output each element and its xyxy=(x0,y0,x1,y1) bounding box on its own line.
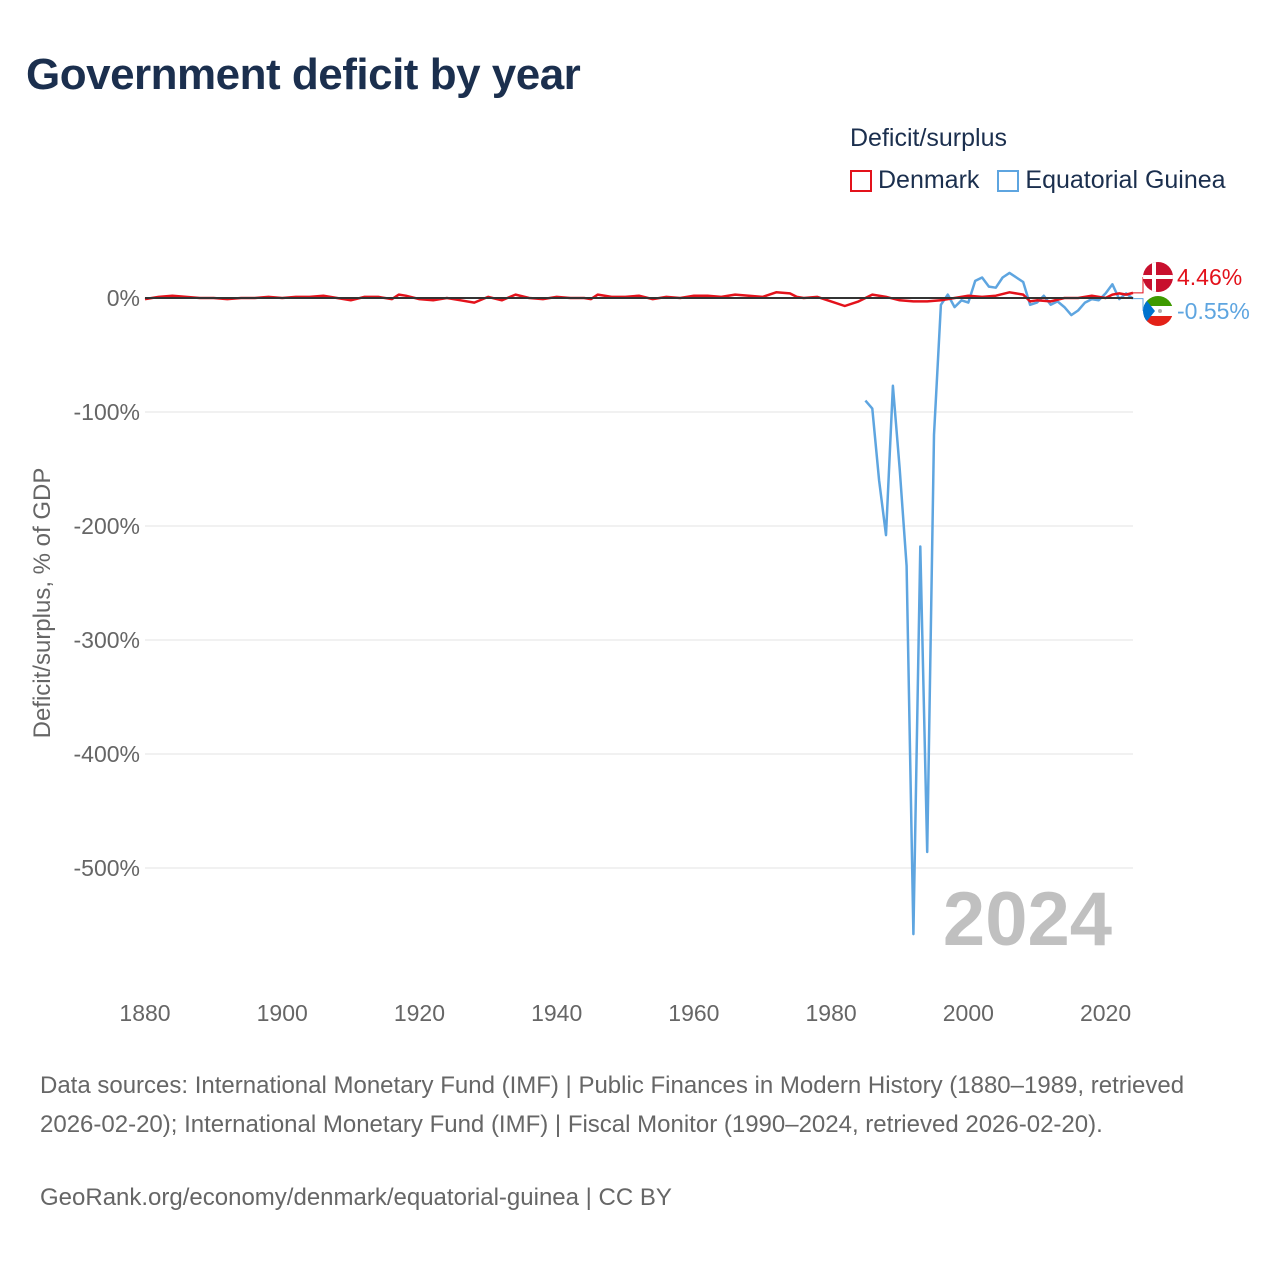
x-tick-label: 1980 xyxy=(806,1000,857,1026)
end-label-connector-denmark xyxy=(1133,277,1144,294)
flag-cross-h xyxy=(1143,275,1173,279)
legend-label-denmark: Denmark xyxy=(878,166,980,194)
flag-emblem xyxy=(1158,309,1162,313)
flag-stripe-green xyxy=(1143,296,1173,306)
x-tick-label: 1920 xyxy=(394,1000,445,1026)
flag-body xyxy=(1143,296,1173,326)
x-tick-label: 1960 xyxy=(668,1000,719,1026)
end-label-equatorial-guinea: -0.55% xyxy=(1177,298,1250,324)
series-line-equatorial-guinea xyxy=(864,271,1134,936)
year-watermark: 2024 xyxy=(943,877,1112,962)
x-tick-label: 2020 xyxy=(1080,1000,1131,1026)
y-tick-label: -100% xyxy=(74,399,140,425)
legend: Denmark Equatorial Guinea xyxy=(850,166,1244,195)
legend-item-denmark[interactable]: Denmark xyxy=(850,166,979,195)
legend-item-equatorial-guinea[interactable]: Equatorial Guinea xyxy=(997,166,1226,195)
legend-title: Deficit/surplus xyxy=(850,124,1007,152)
end-label-connector-equatorial-guinea xyxy=(1133,298,1144,311)
flag-triangle xyxy=(1143,296,1155,326)
flag-denmark-icon xyxy=(1143,262,1173,292)
y-axis-label: Deficit/surplus, % of GDP xyxy=(29,468,56,739)
y-tick-label: -200% xyxy=(74,513,140,539)
y-tick-label: 0% xyxy=(107,285,140,311)
series-line-denmark xyxy=(144,291,1134,308)
x-tick-label: 2000 xyxy=(943,1000,994,1026)
x-tick-label: 1940 xyxy=(531,1000,582,1026)
data-sources: Data sources: International Monetary Fun… xyxy=(40,1072,1185,1138)
flag-equatorial-guinea-icon xyxy=(1143,296,1173,326)
credit-link[interactable]: GeoRank.org/economy/denmark/equatorial-g… xyxy=(40,1184,672,1211)
flag-body xyxy=(1143,262,1173,292)
y-tick-label: -400% xyxy=(74,741,140,767)
legend-swatch-equatorial-guinea xyxy=(997,169,1020,192)
flag-stripe-red xyxy=(1143,316,1173,326)
x-tick-label: 1900 xyxy=(257,1000,308,1026)
legend-swatch-denmark xyxy=(850,169,872,192)
line-chart: 0% -100% -200% -300% -400% -500% 1880 1900 1920 1… xyxy=(29,262,1250,1026)
end-label-denmark: 4.46% xyxy=(1177,264,1242,290)
x-tick-label: 1880 xyxy=(119,1000,170,1026)
y-tick-label: -500% xyxy=(74,855,140,881)
legend-label-equatorial-guinea: Equatorial Guinea xyxy=(1025,166,1226,194)
chart-title: Government deficit by year xyxy=(26,50,581,99)
y-tick-label: -300% xyxy=(74,627,140,653)
